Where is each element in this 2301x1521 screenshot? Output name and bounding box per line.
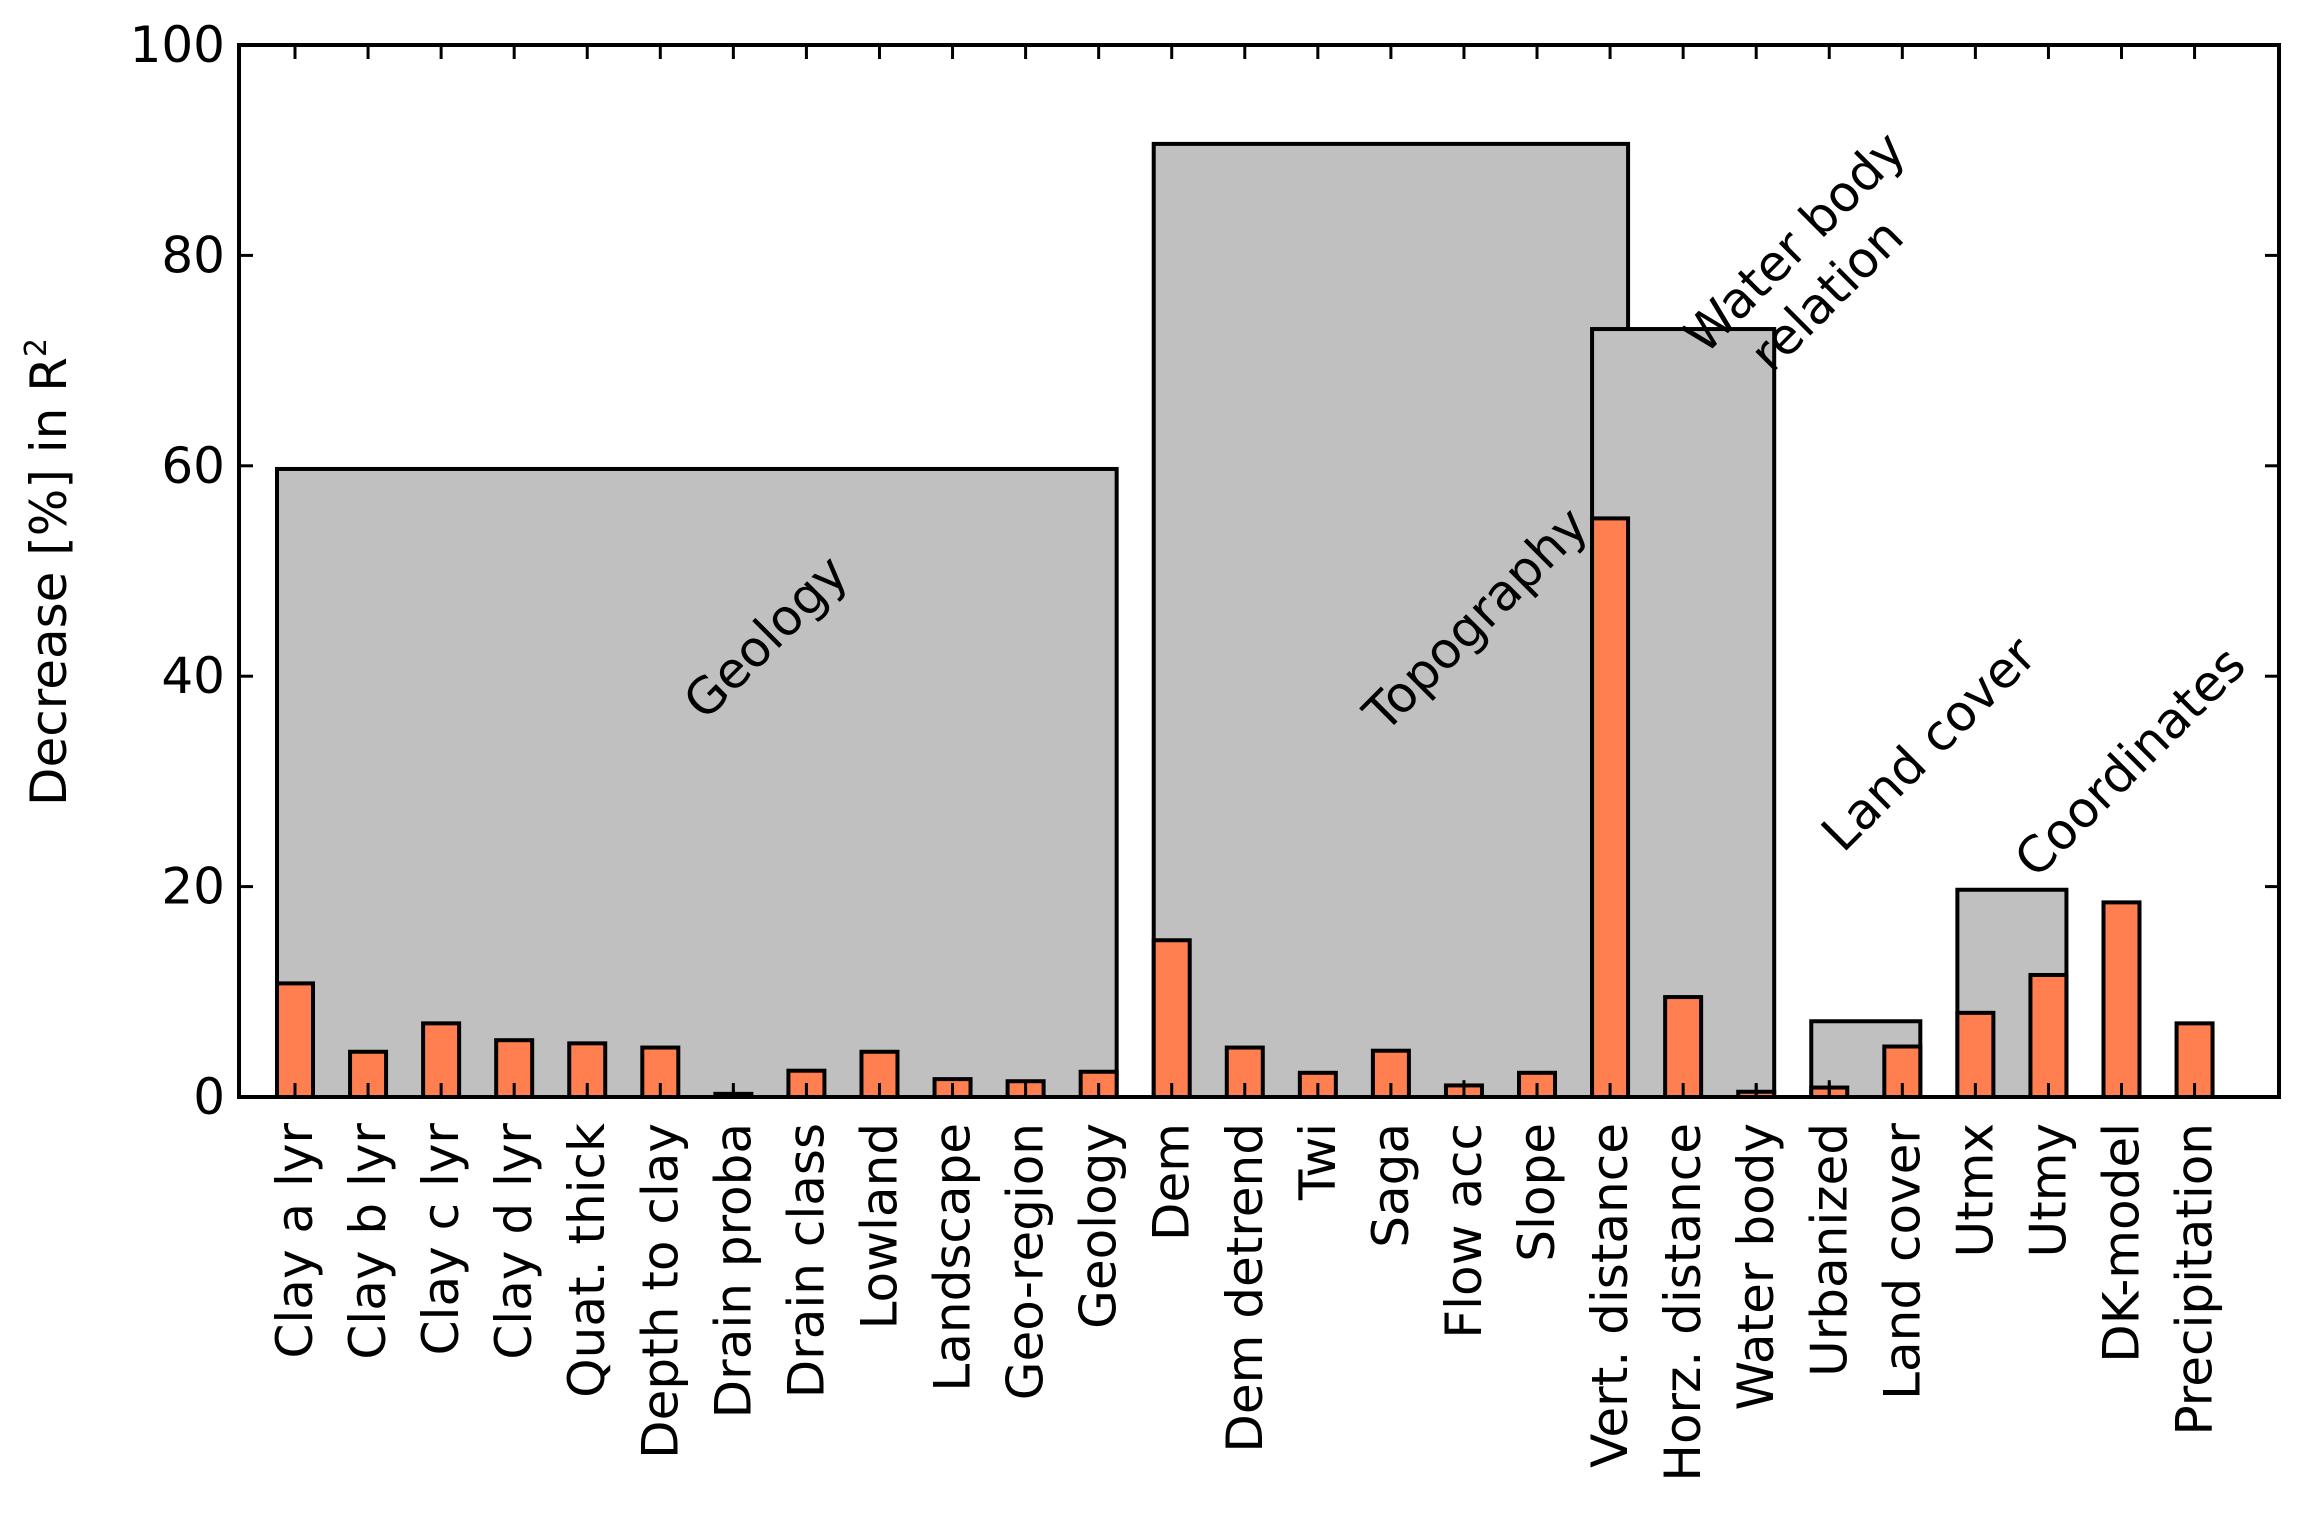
y-tick-label: 80: [161, 226, 225, 284]
x-tick-label: Flow acc: [1435, 1123, 1493, 1339]
y-axis-label-superscript: 2: [19, 338, 54, 357]
x-tick-label: Saga: [1362, 1123, 1420, 1248]
bar-dem: [1151, 938, 1192, 1100]
x-tick-label: Geology: [1070, 1123, 1128, 1329]
x-tick-label: Drain class: [777, 1123, 835, 1398]
x-tick-label: Twi: [1289, 1123, 1347, 1201]
x-tick-label: Slope: [1508, 1123, 1566, 1262]
x-tick-label: Geo-region: [997, 1123, 1055, 1400]
y-tick-label: 0: [193, 1068, 225, 1126]
bar-horz-distance: [1663, 995, 1704, 1099]
y-axis: 0 20 40 60 80 100: [130, 16, 2279, 1126]
x-tick-label: Horz. distance: [1654, 1123, 1712, 1482]
x-tick-label: DK-model: [2093, 1123, 2151, 1363]
x-tick-label: Quat. thick: [558, 1123, 616, 1398]
x-axis: Clay a lyr Clay b lyr Clay c lyr Clay d lyr…: [266, 45, 2224, 1482]
x-tick-label: Land cover: [1873, 1123, 1931, 1400]
bar-dk-model: [2101, 900, 2142, 1099]
x-tick-label: Drain proba: [704, 1123, 762, 1418]
x-tick-label: Utmy: [2019, 1123, 2077, 1258]
group-label-coordinates: Coordinates: [2003, 635, 2256, 888]
plot-frame: [237, 43, 2281, 1099]
x-tick-label: Dem detrend: [1216, 1123, 1274, 1453]
x-tick-label: Clay d lyr: [485, 1123, 543, 1360]
x-tick-label: Utmx: [1946, 1123, 2004, 1258]
bar-clay-a-lyr: [275, 981, 315, 1099]
y-tick-label: 60: [161, 437, 225, 495]
y-tick-label: 20: [161, 858, 225, 916]
x-tick-label: Clay a lyr: [266, 1123, 324, 1359]
x-tick-label: Water body: [1727, 1123, 1785, 1410]
x-tick-label: Landscape: [924, 1123, 982, 1392]
y-tick-label: 100: [130, 16, 225, 74]
y-tick-label: 40: [161, 647, 225, 705]
x-tick-label: Vert. distance: [1581, 1123, 1639, 1468]
bar-vert-distance: [1590, 516, 1631, 1099]
y-axis-label: Decrease [%] in R2: [19, 338, 78, 806]
x-tick-label: Depth to clay: [631, 1123, 689, 1459]
x-tick-label: Precipitation: [2166, 1123, 2224, 1436]
x-tick-label: Lowland: [850, 1123, 908, 1329]
x-tick-label: Urbanized: [1800, 1123, 1858, 1377]
x-tick-label: Clay b lyr: [339, 1123, 397, 1360]
group-box-geology: [275, 466, 1119, 1099]
x-tick-label: Clay c lyr: [412, 1123, 470, 1356]
bar-utmy: [2028, 972, 2069, 1100]
group-boxes: [275, 141, 2069, 1100]
bar-land-cover: [1882, 1044, 1923, 1100]
group-label-land-cover: Land cover: [1810, 625, 2047, 862]
x-tick-label: Dem: [1143, 1123, 1201, 1241]
group-box-topography: [1151, 141, 1631, 1099]
